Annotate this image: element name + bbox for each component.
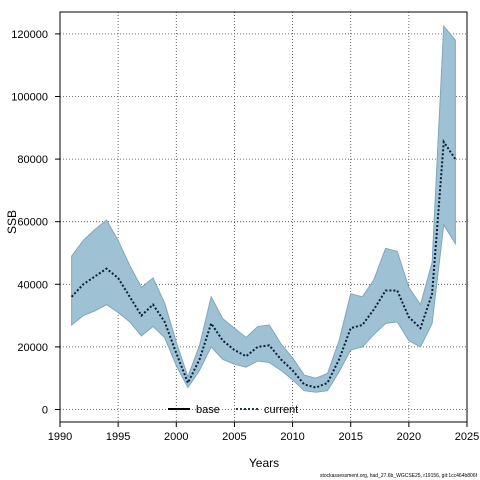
y-tick-label: 60000 bbox=[17, 217, 48, 229]
x-tick-label: 2005 bbox=[222, 431, 246, 443]
plot-area bbox=[70, 24, 457, 393]
y-tick-label: 0 bbox=[42, 404, 48, 416]
x-tick-label: 2000 bbox=[164, 431, 188, 443]
y-axis-title: SSB bbox=[5, 210, 19, 234]
x-axis: 1990 1995 2000 2005 2010 2015 2020 2025 bbox=[48, 422, 479, 443]
x-tick-label: 1995 bbox=[106, 431, 130, 443]
x-axis-title: Years bbox=[249, 456, 279, 470]
x-tick-label: 2020 bbox=[397, 431, 421, 443]
confidence-band bbox=[71, 24, 456, 393]
x-tick-label: 2015 bbox=[338, 431, 362, 443]
y-tick-label: 80000 bbox=[17, 154, 48, 166]
y-tick-label: 40000 bbox=[17, 279, 48, 291]
footer-note: stockassessment.org, had_27.6b_WGCSE25, … bbox=[320, 473, 478, 479]
series-line-current bbox=[70, 138, 457, 389]
legend: base current bbox=[168, 404, 298, 416]
legend-label-base: base bbox=[196, 404, 220, 416]
plot-frame bbox=[59, 11, 468, 423]
x-tick-label: 1990 bbox=[48, 431, 72, 443]
y-axis: 0 20000 40000 60000 80000 100000 120000 bbox=[11, 29, 60, 416]
y-tick-label: 120000 bbox=[11, 29, 48, 41]
legend-label-current: current bbox=[264, 404, 298, 416]
x-tick-label: 2025 bbox=[455, 431, 479, 443]
y-tick-label: 20000 bbox=[17, 342, 48, 354]
x-tick-label: 2010 bbox=[280, 431, 304, 443]
y-tick-label: 100000 bbox=[11, 92, 48, 104]
